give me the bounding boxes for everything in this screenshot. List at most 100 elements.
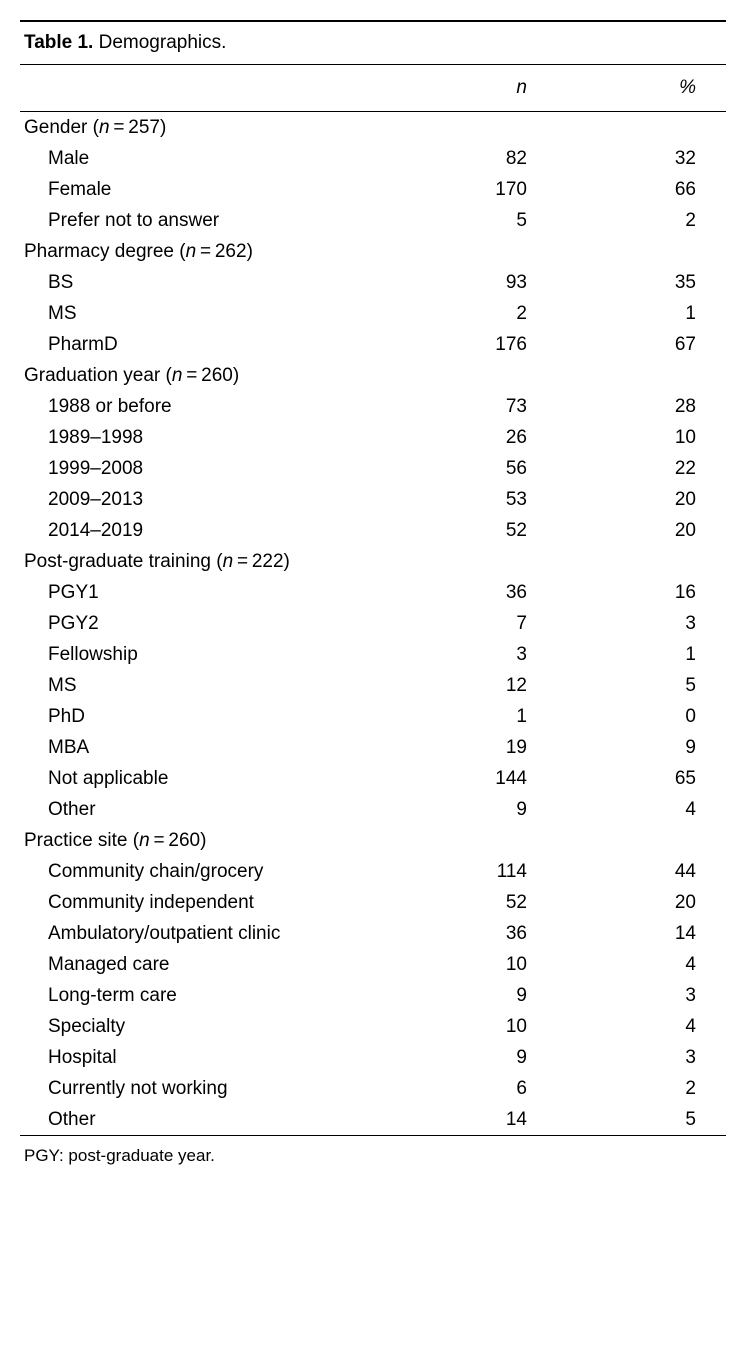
row-label: 2014–2019 [20, 515, 403, 546]
row-label: MBA [20, 732, 403, 763]
table-row: Managed care104 [20, 949, 726, 980]
section-row: Practice site (n = 260) [20, 825, 726, 856]
row-pct: 20 [592, 887, 726, 918]
row-pct: 4 [592, 794, 726, 825]
row-n: 53 [403, 484, 592, 515]
section-label: Post-graduate training (n = 222) [20, 546, 726, 577]
row-label: Ambulatory/outpatient clinic [20, 918, 403, 949]
n-letter: n [99, 117, 110, 138]
row-pct: 20 [592, 484, 726, 515]
section-n-equals: n = 257 [99, 117, 160, 138]
table-row: Fellowship31 [20, 639, 726, 670]
row-label: Male [20, 143, 403, 174]
row-n: 56 [403, 453, 592, 484]
section-row: Graduation year (n = 260) [20, 360, 726, 391]
col-header-pct: % [592, 65, 726, 112]
n-letter: n [172, 365, 183, 386]
table-header-row: n % [20, 65, 726, 112]
section-label: Gender (n = 257) [20, 112, 726, 144]
row-n: 26 [403, 422, 592, 453]
row-n: 3 [403, 639, 592, 670]
section-n-equals: n = 260 [139, 830, 200, 851]
row-pct: 28 [592, 391, 726, 422]
row-label: 1999–2008 [20, 453, 403, 484]
row-pct: 22 [592, 453, 726, 484]
row-label: Not applicable [20, 763, 403, 794]
row-label: PhD [20, 701, 403, 732]
table-row: BS9335 [20, 267, 726, 298]
section-label: Graduation year (n = 260) [20, 360, 726, 391]
section-label-text: Graduation year ( [24, 365, 172, 386]
table-row: Currently not working62 [20, 1073, 726, 1104]
table-row: 2009–20135320 [20, 484, 726, 515]
n-letter: n [223, 551, 234, 572]
row-pct: 5 [592, 1104, 726, 1136]
section-label-text: Post-graduate training ( [24, 551, 223, 572]
row-n: 52 [403, 887, 592, 918]
row-label: MS [20, 670, 403, 701]
row-label: 1988 or before [20, 391, 403, 422]
row-n: 19 [403, 732, 592, 763]
table-row: Prefer not to answer52 [20, 205, 726, 236]
row-n: 9 [403, 980, 592, 1011]
row-label: Prefer not to answer [20, 205, 403, 236]
row-n: 1 [403, 701, 592, 732]
row-pct: 5 [592, 670, 726, 701]
row-label: MS [20, 298, 403, 329]
table-body: Gender (n = 257)Male8232Female17066Prefe… [20, 112, 726, 1136]
section-row: Post-graduate training (n = 222) [20, 546, 726, 577]
section-n-equals: n = 260 [172, 365, 233, 386]
table-row: MS125 [20, 670, 726, 701]
row-pct: 2 [592, 1073, 726, 1104]
row-label: Community independent [20, 887, 403, 918]
section-row: Pharmacy degree (n = 262) [20, 236, 726, 267]
n-letter: n [186, 241, 197, 262]
table-row: Hospital93 [20, 1042, 726, 1073]
row-pct: 9 [592, 732, 726, 763]
row-pct: 3 [592, 1042, 726, 1073]
col-header-label [20, 65, 403, 112]
row-label: Other [20, 794, 403, 825]
row-n: 170 [403, 174, 592, 205]
row-pct: 20 [592, 515, 726, 546]
row-label: 1989–1998 [20, 422, 403, 453]
row-label: Long-term care [20, 980, 403, 1011]
row-pct: 65 [592, 763, 726, 794]
section-label-text: Practice site ( [24, 830, 139, 851]
row-label: Female [20, 174, 403, 205]
row-pct: 32 [592, 143, 726, 174]
table-row: 1988 or before7328 [20, 391, 726, 422]
section-n-value: 260 [168, 830, 200, 851]
row-pct: 16 [592, 577, 726, 608]
row-n: 10 [403, 1011, 592, 1042]
row-pct: 67 [592, 329, 726, 360]
row-label: PGY1 [20, 577, 403, 608]
table-row: Other94 [20, 794, 726, 825]
row-label: Other [20, 1104, 403, 1136]
row-n: 73 [403, 391, 592, 422]
row-label: Specialty [20, 1011, 403, 1042]
table-row: Female17066 [20, 174, 726, 205]
table-row: 1999–20085622 [20, 453, 726, 484]
row-pct: 3 [592, 608, 726, 639]
table-row: Long-term care93 [20, 980, 726, 1011]
row-n: 9 [403, 1042, 592, 1073]
row-n: 36 [403, 918, 592, 949]
row-n: 176 [403, 329, 592, 360]
n-letter: n [139, 830, 150, 851]
row-n: 5 [403, 205, 592, 236]
section-label: Practice site (n = 260) [20, 825, 726, 856]
row-n: 52 [403, 515, 592, 546]
table-title: Table 1. Demographics. [20, 20, 726, 64]
table-row: Other145 [20, 1104, 726, 1136]
row-n: 9 [403, 794, 592, 825]
demographics-table: n % Gender (n = 257)Male8232Female17066P… [20, 64, 726, 1136]
row-label: Fellowship [20, 639, 403, 670]
row-pct: 10 [592, 422, 726, 453]
section-n-value: 260 [201, 365, 233, 386]
table-footnote: PGY: post-graduate year. [20, 1136, 726, 1170]
section-label-text: Gender ( [24, 117, 99, 138]
row-label: PGY2 [20, 608, 403, 639]
section-n-value: 262 [215, 241, 247, 262]
table-title-rest: Demographics. [93, 32, 226, 53]
